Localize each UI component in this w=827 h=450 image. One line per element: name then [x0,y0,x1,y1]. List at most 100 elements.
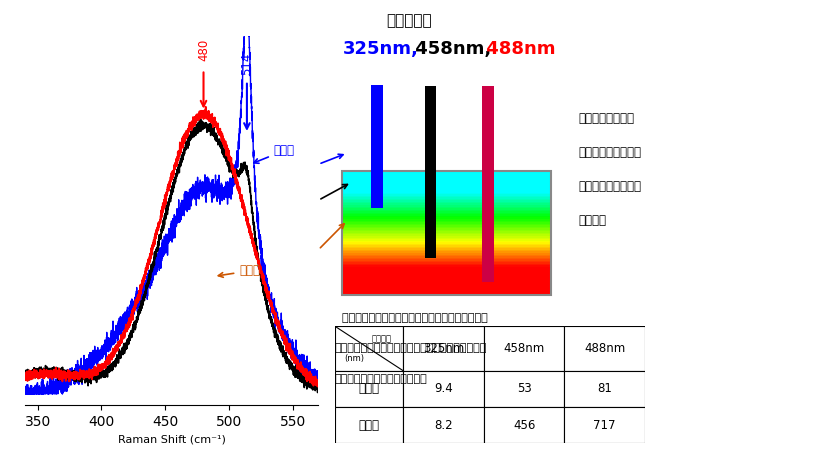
Bar [342,180,551,182]
Text: 53: 53 [517,382,532,396]
Bar [342,236,551,238]
Bar [342,256,551,257]
Bar [484,371,564,407]
Bar [342,186,551,188]
Bar [342,189,551,191]
Bar [564,371,645,407]
Bar [335,371,404,407]
Bar [342,200,551,202]
Bar [342,276,551,278]
Text: 488nm: 488nm [480,40,555,58]
Bar [342,250,551,252]
Bar [342,188,551,189]
Bar [404,326,484,371]
Bar [342,172,551,174]
Bar [342,252,551,253]
Bar [342,268,551,270]
Bar [342,257,551,259]
Bar [371,86,383,208]
Bar [342,174,551,176]
Bar [342,202,551,203]
Bar [482,86,494,283]
Text: 多晶硅: 多晶硅 [254,144,294,163]
Text: 325nm: 325nm [423,342,464,355]
Bar [342,183,551,185]
Bar [342,228,551,230]
Text: 非晶硅: 非晶硅 [218,264,261,277]
Bar [342,248,551,250]
Bar [342,185,551,186]
Bar [404,407,484,443]
Bar [342,253,551,255]
Text: 在制备非晶硅或多: 在制备非晶硅或多 [579,112,635,126]
Bar [342,242,551,244]
Bar [342,239,551,241]
Bar [342,227,551,228]
Bar [342,270,551,271]
Text: 9.4: 9.4 [434,382,453,396]
Bar [342,284,551,285]
Text: 458nm,: 458nm, [409,40,491,58]
Bar [342,288,551,290]
Bar [342,245,551,247]
Text: 深度层的信息。该样品表面为多晶硅，往深度方向晶: 深度层的信息。该样品表面为多晶硅，往深度方向晶 [335,343,487,353]
Text: 8.2: 8.2 [434,418,453,432]
Bar [342,233,551,234]
Bar [342,254,551,256]
Text: 能不同。: 能不同。 [579,214,607,227]
Bar [342,261,551,262]
Bar [342,199,551,200]
Bar [342,231,551,233]
Bar [342,264,551,266]
Text: 利用不同波长激光在样品中穿透深度不同，得到各: 利用不同波长激光在样品中穿透深度不同，得到各 [335,313,488,323]
Text: 456: 456 [513,418,535,432]
Bar [404,371,484,407]
Bar [342,220,551,222]
Bar [342,224,551,225]
Bar [342,279,551,281]
Bar [342,214,551,216]
Bar [342,219,551,220]
Bar [342,205,551,207]
Bar [342,262,551,264]
Text: 穿透深度: 穿透深度 [371,334,391,343]
Bar [484,407,564,443]
Bar [342,292,551,293]
Text: 单晶硅: 单晶硅 [359,418,380,432]
Bar [342,193,551,194]
Bar [342,271,551,273]
Bar [342,217,551,219]
Text: 深度处的晶化程度可: 深度处的晶化程度可 [579,180,642,193]
Text: 非晶硅: 非晶硅 [359,382,380,396]
Text: 480: 480 [197,39,210,61]
Bar [342,197,551,199]
Bar [342,285,551,287]
Text: 81: 81 [597,382,612,396]
Text: 488nm: 488nm [584,342,625,355]
Bar [342,281,551,283]
Bar [342,176,551,177]
Bar [335,407,404,443]
Bar [424,86,436,257]
Bar [342,171,551,295]
Text: 激发波长：: 激发波长： [386,14,433,28]
Text: 晶硅薄过程中，不同: 晶硅薄过程中，不同 [579,146,642,159]
Bar [342,179,551,180]
Bar [342,191,551,193]
Text: 717: 717 [594,418,616,432]
Bar [342,282,551,284]
Bar [342,216,551,217]
Bar [342,241,551,242]
Bar [342,230,551,231]
Bar [342,177,551,179]
Bar [342,182,551,184]
Bar [564,326,645,371]
Text: 514: 514 [241,53,253,75]
Bar [342,196,551,197]
Bar [342,210,551,211]
Text: (nm): (nm) [344,354,364,363]
Bar [342,225,551,227]
Bar [342,273,551,274]
Text: 化程度降低，逐渐变为非晶硅。: 化程度降低，逐渐变为非晶硅。 [335,374,428,384]
Bar [342,171,551,172]
